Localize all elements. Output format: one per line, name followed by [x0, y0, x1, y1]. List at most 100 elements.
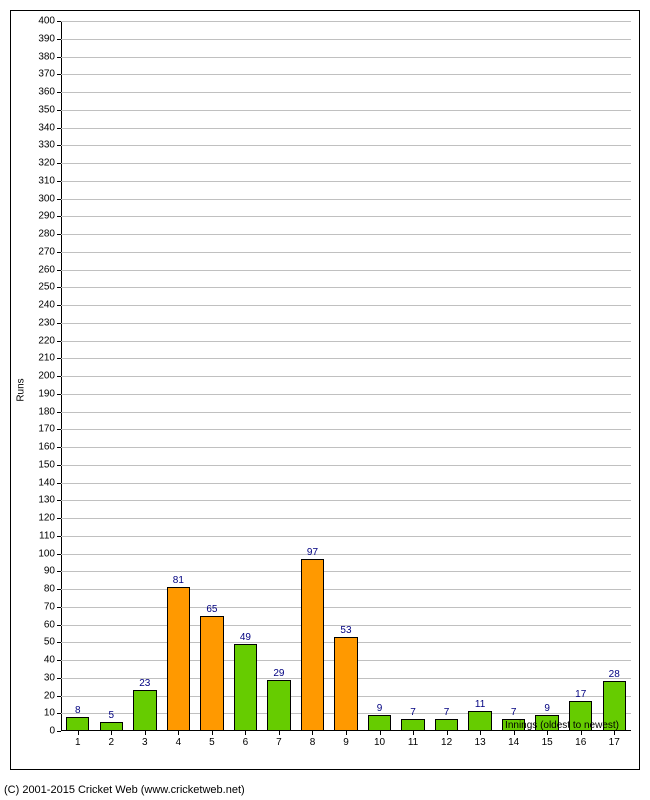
y-tick: [57, 39, 61, 40]
x-tick-label: 10: [374, 737, 385, 748]
y-tick: [57, 376, 61, 377]
y-tick: [57, 57, 61, 58]
grid-line: [61, 145, 631, 146]
x-tick-label: 14: [508, 737, 519, 748]
grid-line: [61, 323, 631, 324]
x-tick: [514, 731, 515, 735]
x-tick: [111, 731, 112, 735]
grid-line: [61, 358, 631, 359]
bar-value-label: 9: [377, 703, 383, 714]
grid-line: [61, 554, 631, 555]
x-tick-label: 3: [142, 737, 148, 748]
x-tick: [212, 731, 213, 735]
y-tick: [57, 554, 61, 555]
y-tick: [57, 500, 61, 501]
grid-line: [61, 429, 631, 430]
y-tick-label: 360: [38, 87, 55, 98]
chart-container: Runs 01020304050607080901001101201301401…: [0, 0, 650, 800]
y-tick: [57, 589, 61, 590]
y-tick: [57, 447, 61, 448]
x-tick-label: 7: [276, 737, 282, 748]
bar-value-label: 7: [444, 707, 450, 718]
y-tick: [57, 92, 61, 93]
y-tick: [57, 465, 61, 466]
bar: 9: [368, 715, 391, 731]
credit-text: (C) 2001-2015 Cricket Web (www.cricketwe…: [4, 784, 245, 796]
y-tick: [57, 642, 61, 643]
y-tick-label: 220: [38, 335, 55, 346]
y-tick: [57, 199, 61, 200]
x-tick: [312, 731, 313, 735]
bar-value-label: 11: [475, 699, 485, 710]
y-tick: [57, 163, 61, 164]
bar-value-label: 7: [410, 707, 416, 718]
x-tick-label: 12: [441, 737, 452, 748]
y-tick-label: 250: [38, 282, 55, 293]
y-tick: [57, 341, 61, 342]
y-tick: [57, 731, 61, 732]
y-tick-label: 80: [44, 584, 55, 595]
bar: 29: [267, 680, 290, 731]
x-tick-label: 1: [75, 737, 81, 748]
y-tick-label: 130: [38, 495, 55, 506]
y-tick-label: 150: [38, 459, 55, 470]
bar: 23: [133, 690, 156, 731]
y-tick: [57, 571, 61, 572]
y-tick-label: 320: [38, 158, 55, 169]
y-tick: [57, 234, 61, 235]
y-tick-label: 350: [38, 104, 55, 115]
x-tick: [178, 731, 179, 735]
y-tick: [57, 660, 61, 661]
x-tick-label: 6: [243, 737, 249, 748]
y-tick-label: 400: [38, 16, 55, 27]
grid-line: [61, 163, 631, 164]
y-tick-label: 20: [44, 690, 55, 701]
x-tick: [581, 731, 582, 735]
x-tick-label: 5: [209, 737, 215, 748]
y-tick: [57, 128, 61, 129]
y-tick-label: 210: [38, 353, 55, 364]
bar: 65: [200, 616, 223, 731]
y-tick-label: 310: [38, 175, 55, 186]
y-tick: [57, 678, 61, 679]
grid-line: [61, 199, 631, 200]
y-tick: [57, 713, 61, 714]
grid-line: [61, 92, 631, 93]
bar-value-label: 28: [609, 669, 620, 680]
bar-value-label: 8: [75, 705, 81, 716]
y-tick-label: 110: [39, 530, 55, 541]
y-tick: [57, 518, 61, 519]
y-tick: [57, 394, 61, 395]
y-tick: [57, 696, 61, 697]
grid-line: [61, 128, 631, 129]
grid-line: [61, 252, 631, 253]
grid-line: [61, 74, 631, 75]
bar: 97: [301, 559, 324, 731]
y-tick-label: 0: [49, 726, 55, 737]
y-tick-label: 390: [38, 33, 55, 44]
y-tick: [57, 358, 61, 359]
x-tick: [380, 731, 381, 735]
bar-value-label: 7: [511, 707, 517, 718]
grid-line: [61, 216, 631, 217]
chart-frame: Runs 01020304050607080901001101201301401…: [10, 10, 640, 770]
grid-line: [61, 181, 631, 182]
x-tick-label: 4: [176, 737, 182, 748]
grid-line: [61, 394, 631, 395]
y-tick: [57, 252, 61, 253]
grid-line: [61, 110, 631, 111]
grid-line: [61, 589, 631, 590]
grid-line: [61, 518, 631, 519]
bar-value-label: 97: [307, 547, 318, 558]
y-tick-label: 160: [38, 442, 55, 453]
y-tick: [57, 429, 61, 430]
x-tick-label: 13: [475, 737, 486, 748]
x-tick-label: 15: [542, 737, 553, 748]
y-tick: [57, 323, 61, 324]
grid-line: [61, 465, 631, 466]
y-tick-label: 140: [38, 477, 55, 488]
grid-line: [61, 607, 631, 608]
y-tick: [57, 607, 61, 608]
grid-line: [61, 21, 631, 22]
bar-value-label: 81: [173, 575, 184, 586]
